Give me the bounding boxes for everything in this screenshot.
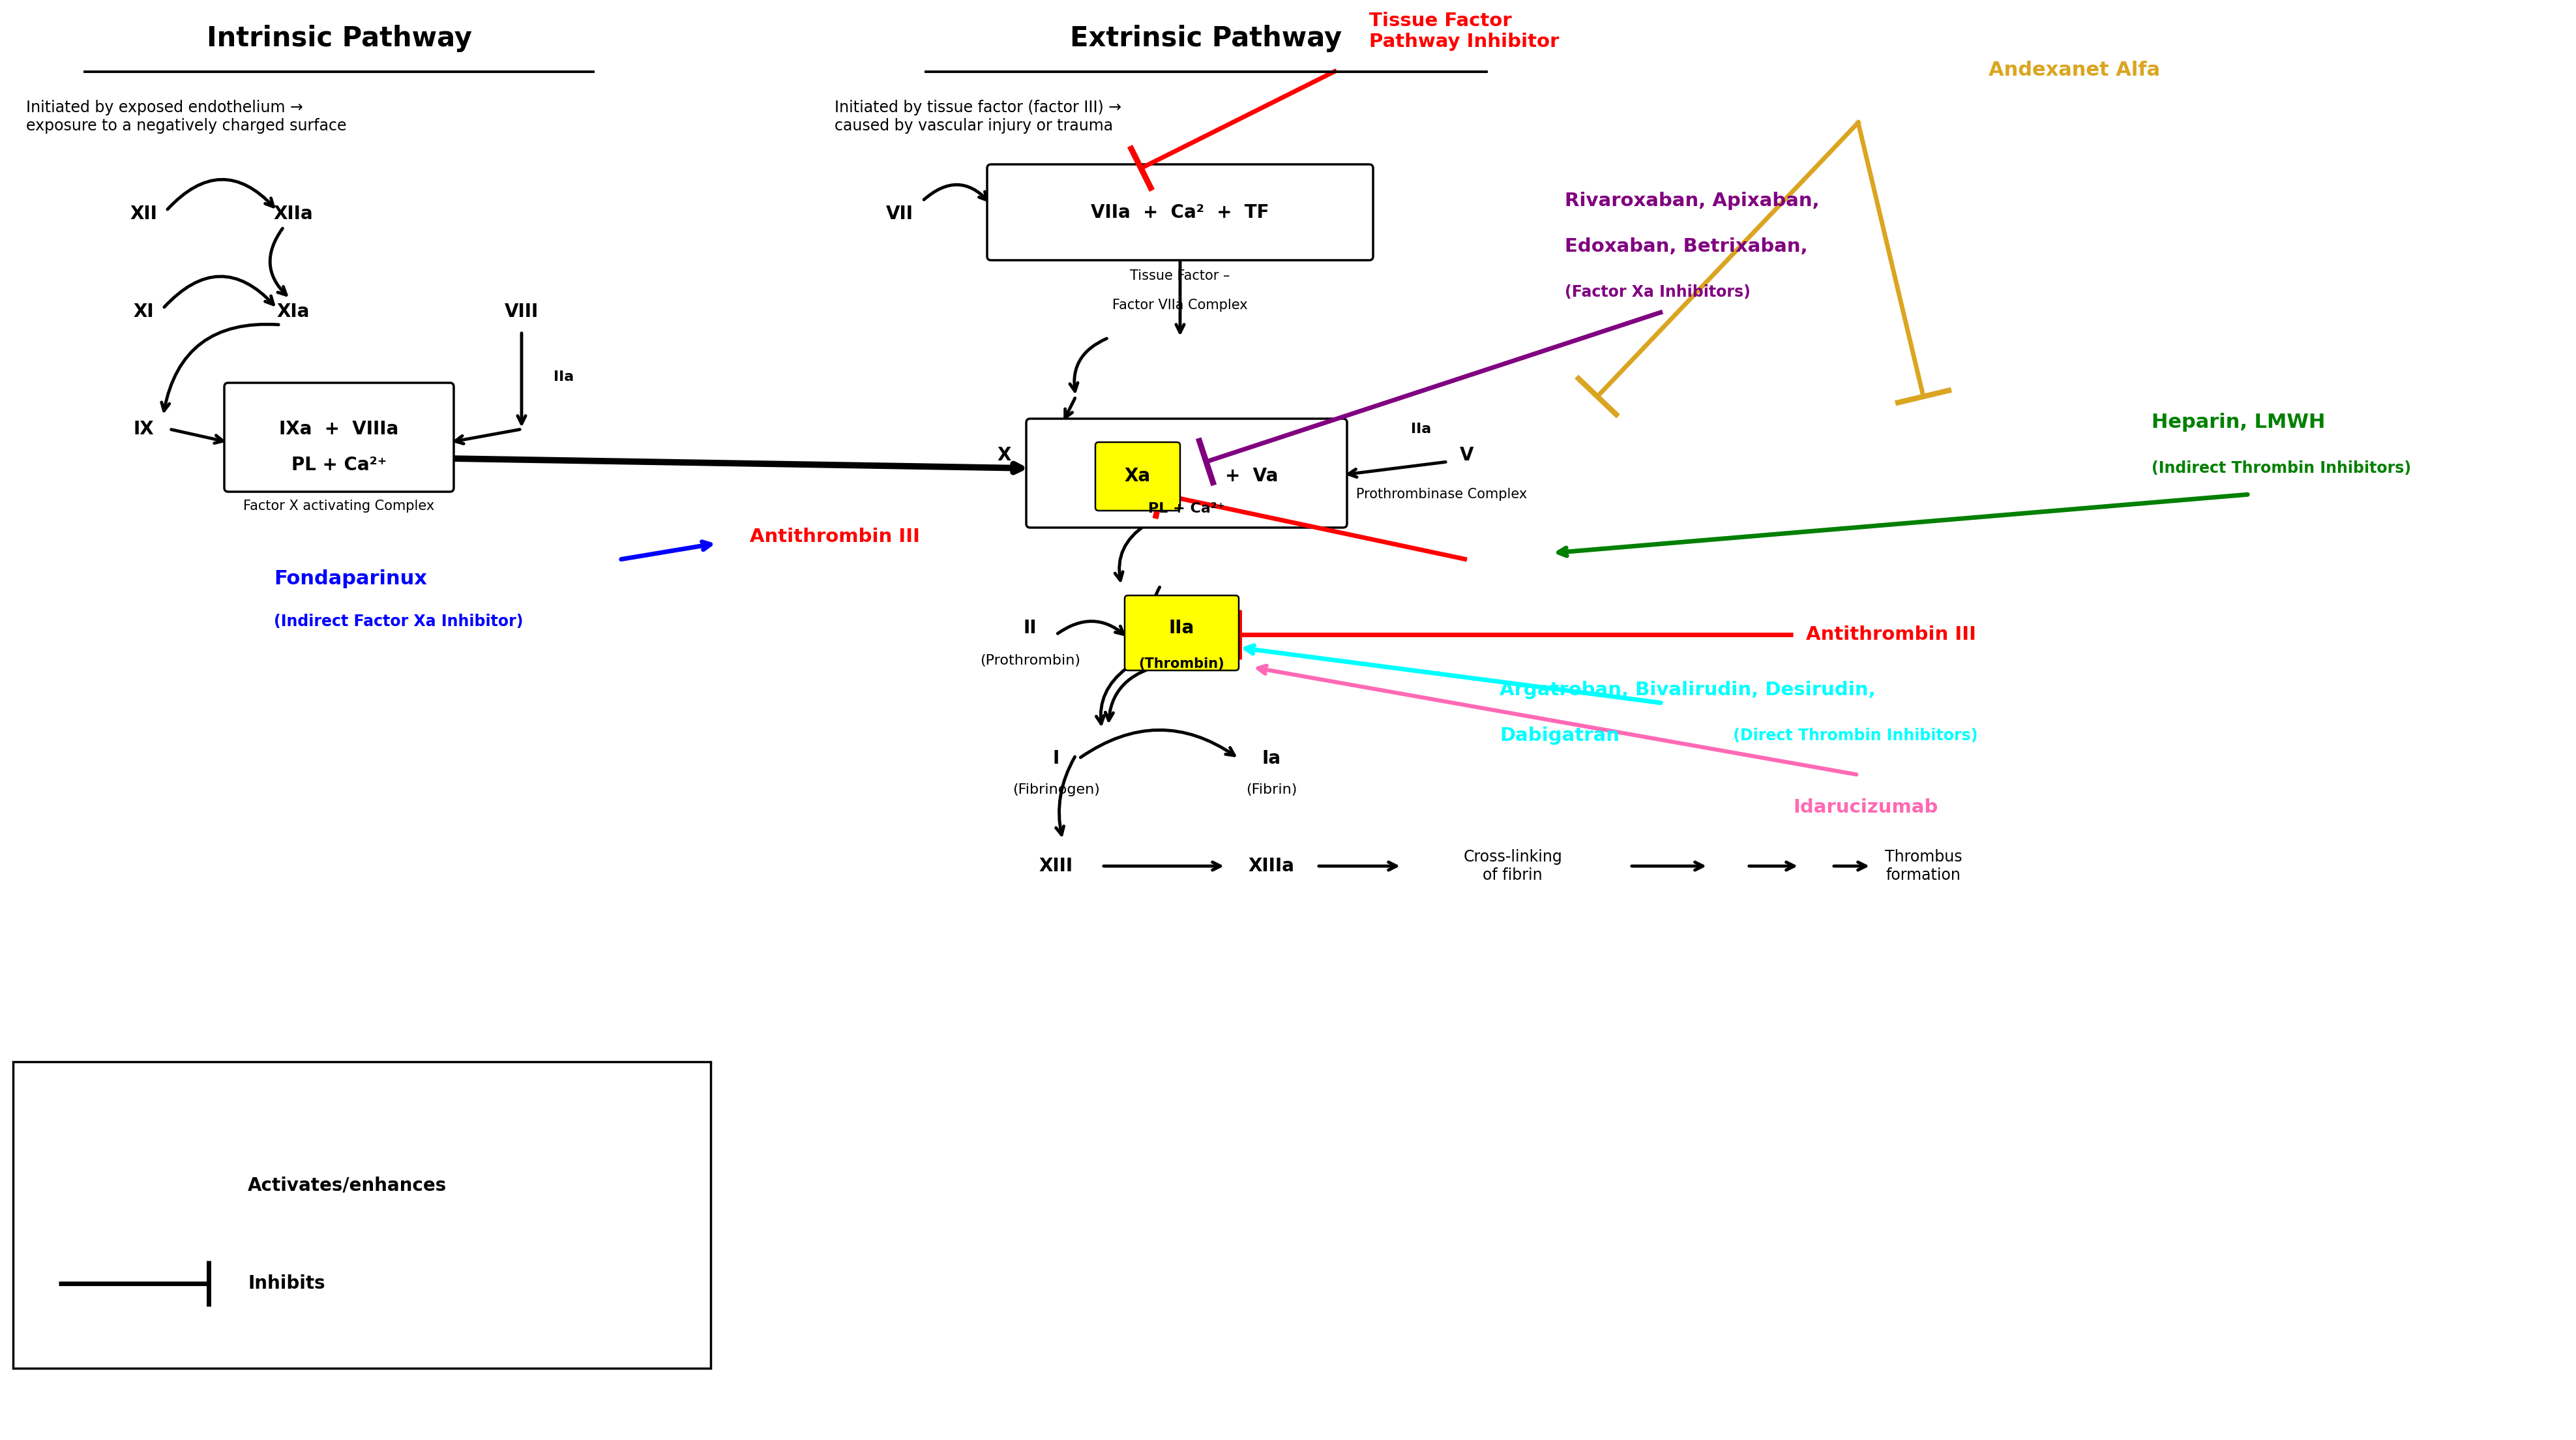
Text: Thrombus
formation: Thrombus formation bbox=[1886, 850, 1963, 883]
Text: (Indirect Factor Xa Inhibitor): (Indirect Factor Xa Inhibitor) bbox=[273, 613, 523, 629]
Text: Extrinsic Pathway: Extrinsic Pathway bbox=[1069, 24, 1342, 52]
Text: V: V bbox=[1461, 446, 1473, 464]
Text: (Direct Thrombin Inhibitors): (Direct Thrombin Inhibitors) bbox=[1728, 727, 1978, 743]
Text: VIII: VIII bbox=[505, 302, 538, 321]
Text: XI: XI bbox=[134, 302, 155, 321]
Text: I: I bbox=[1054, 749, 1059, 768]
Text: Initiated by exposed endothelium →
exposure to a negatively charged surface: Initiated by exposed endothelium → expos… bbox=[26, 99, 348, 134]
Text: Antithrombin III: Antithrombin III bbox=[750, 527, 920, 546]
Text: Idarucizumab: Idarucizumab bbox=[1793, 798, 1937, 816]
Text: VIIa  +  Ca²  +  TF: VIIa + Ca² + TF bbox=[1092, 203, 1270, 222]
Text: X: X bbox=[997, 446, 1010, 464]
Text: PL + Ca²⁺: PL + Ca²⁺ bbox=[1149, 503, 1224, 516]
Text: Heparin, LMWH: Heparin, LMWH bbox=[2151, 413, 2326, 432]
Text: XIIa: XIIa bbox=[273, 204, 314, 223]
Text: Antithrombin III: Antithrombin III bbox=[1806, 625, 1976, 644]
FancyBboxPatch shape bbox=[224, 383, 453, 491]
Text: Fondaparinux: Fondaparinux bbox=[273, 570, 428, 589]
Text: Factor VIIa Complex: Factor VIIa Complex bbox=[1113, 298, 1247, 311]
Text: Rivaroxaban, Apixaban,: Rivaroxaban, Apixaban, bbox=[1564, 192, 1819, 210]
Text: Ia: Ia bbox=[1262, 749, 1280, 768]
Text: IIa: IIa bbox=[1170, 619, 1195, 636]
Text: Prothrombinase Complex: Prothrombinase Complex bbox=[1355, 488, 1528, 501]
Text: Xa: Xa bbox=[1126, 467, 1151, 485]
Text: (Prothrombin): (Prothrombin) bbox=[979, 654, 1079, 667]
FancyBboxPatch shape bbox=[13, 1061, 711, 1368]
FancyBboxPatch shape bbox=[1095, 442, 1180, 511]
Text: Initiated by tissue factor (factor III) →
caused by vascular injury or trauma: Initiated by tissue factor (factor III) … bbox=[835, 99, 1121, 134]
Text: (Thrombin): (Thrombin) bbox=[1139, 658, 1224, 671]
FancyBboxPatch shape bbox=[1126, 595, 1239, 671]
Text: IIa: IIa bbox=[554, 370, 574, 383]
FancyBboxPatch shape bbox=[1025, 419, 1347, 527]
Text: Inhibits: Inhibits bbox=[247, 1274, 325, 1293]
Text: XIII: XIII bbox=[1038, 857, 1074, 876]
Text: Activates/enhances: Activates/enhances bbox=[247, 1176, 446, 1195]
Text: Cross-linking
of fibrin: Cross-linking of fibrin bbox=[1463, 850, 1561, 883]
Text: XIIIa: XIIIa bbox=[1249, 857, 1296, 876]
Text: II: II bbox=[1023, 619, 1036, 636]
Text: Factor X activating Complex: Factor X activating Complex bbox=[245, 500, 435, 513]
Text: (Fibrinogen): (Fibrinogen) bbox=[1012, 783, 1100, 796]
FancyBboxPatch shape bbox=[987, 164, 1373, 261]
Text: Andexanet Alfa: Andexanet Alfa bbox=[1989, 60, 2161, 79]
Text: Dabigatran: Dabigatran bbox=[1499, 727, 1620, 744]
Text: Edoxaban, Betrixaban,: Edoxaban, Betrixaban, bbox=[1564, 238, 1808, 256]
Text: Tissue Factor
Pathway Inhibitor: Tissue Factor Pathway Inhibitor bbox=[1370, 12, 1558, 50]
Text: +  Va: + Va bbox=[1226, 467, 1278, 485]
Text: PL + Ca²⁺: PL + Ca²⁺ bbox=[291, 456, 386, 474]
Text: XIa: XIa bbox=[278, 302, 309, 321]
Text: (Indirect Thrombin Inhibitors): (Indirect Thrombin Inhibitors) bbox=[2151, 461, 2411, 477]
Text: IXa  +  VIIIa: IXa + VIIIa bbox=[278, 420, 399, 438]
Text: (Fibrin): (Fibrin) bbox=[1247, 783, 1296, 796]
Text: Tissue Factor –: Tissue Factor – bbox=[1131, 269, 1231, 282]
Text: Argatroban, Bivalirudin, Desirudin,: Argatroban, Bivalirudin, Desirudin, bbox=[1499, 681, 1875, 700]
Text: VII: VII bbox=[886, 204, 914, 223]
Text: (Factor Xa Inhibitors): (Factor Xa Inhibitors) bbox=[1564, 284, 1752, 300]
Text: IIa: IIa bbox=[1412, 422, 1432, 436]
Text: XII: XII bbox=[129, 204, 157, 223]
Text: IX: IX bbox=[134, 420, 155, 438]
Text: Intrinsic Pathway: Intrinsic Pathway bbox=[206, 24, 471, 52]
